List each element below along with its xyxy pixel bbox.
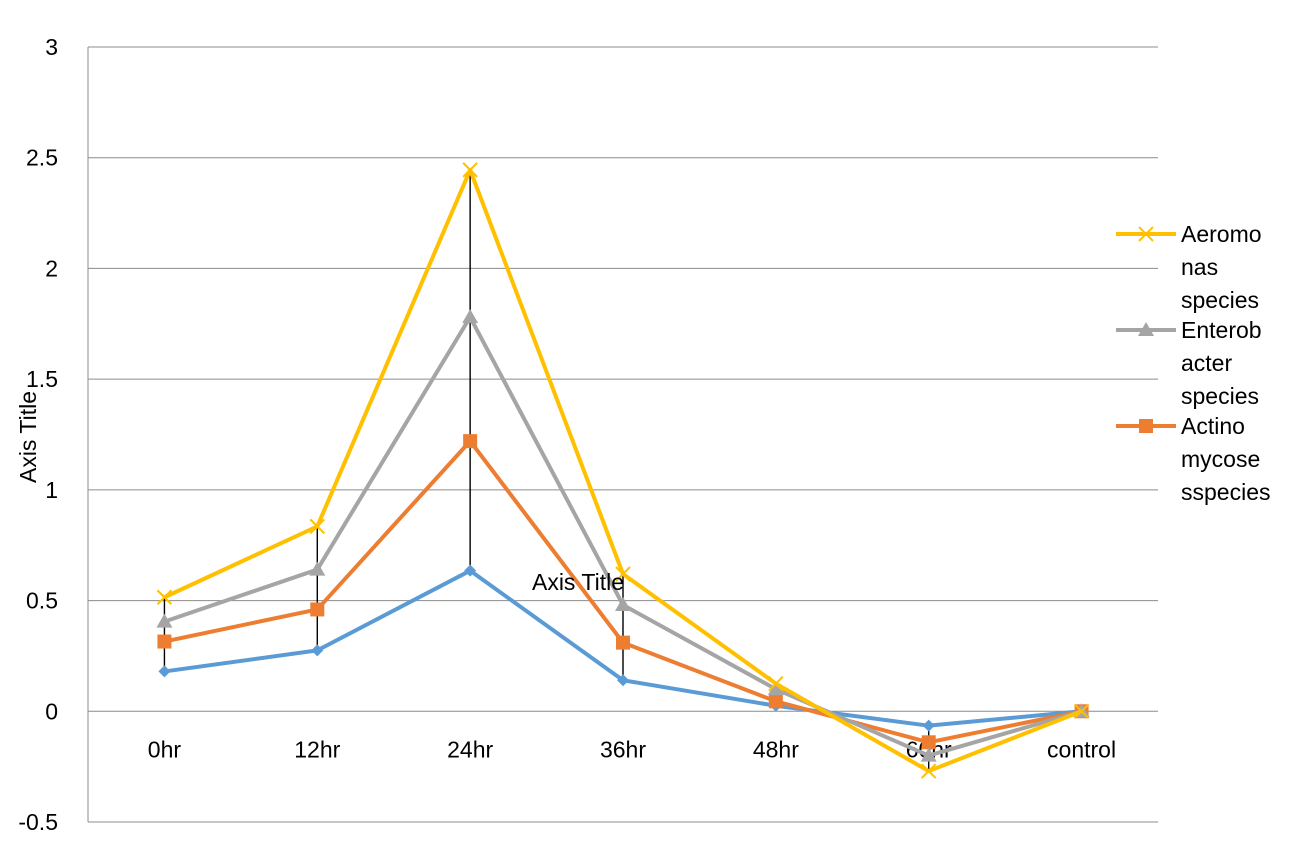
data-point: [921, 763, 937, 779]
legend-label: Aeromo: [1181, 221, 1262, 247]
series-3: [156, 162, 1090, 779]
data-point: [464, 564, 477, 577]
series-line: [163, 315, 1083, 758]
legend-entry: Enterob acter species: [1116, 317, 1262, 409]
x-tick-label: 24hr: [447, 736, 493, 762]
x-tick-label: 36hr: [600, 736, 646, 762]
data-point: [311, 644, 324, 657]
data-point: [1073, 703, 1090, 719]
error-bars: [163, 169, 930, 772]
y-tick-label: 0.5: [26, 588, 58, 614]
x-axis-ticks: 0hr12hr24hr36hr48hr60hrcontrol: [148, 736, 1116, 762]
data-point: [157, 634, 172, 649]
legend-entry: Aeromo nas species: [1116, 221, 1262, 313]
data-point: [617, 674, 629, 687]
y-tick-label: 3: [45, 34, 58, 60]
legend-label: Actino: [1181, 413, 1245, 439]
data-point: [309, 518, 325, 535]
y-tick-label: 1.5: [26, 366, 58, 392]
data-point: [921, 735, 936, 750]
x-axis-title: Axis Title: [532, 569, 624, 595]
x-tick-label: 48hr: [753, 736, 799, 762]
x-tick-label: 12hr: [294, 736, 340, 762]
legend-entry: Actino mycose sspecies: [1116, 413, 1270, 505]
data-point: [920, 747, 937, 762]
data-point: [767, 681, 784, 696]
data-point: [615, 597, 631, 611]
data-point: [1139, 419, 1153, 433]
legend-label: sspecies: [1181, 479, 1270, 505]
data-point: [310, 602, 325, 617]
data-point: [158, 665, 171, 678]
y-tick-label: 2.5: [26, 145, 58, 171]
y-tick-label: -0.5: [18, 809, 58, 835]
y-axis-ticks: -0.5 0 0.5 1 1.5 2 2.5 3: [18, 34, 58, 835]
data-point: [462, 162, 478, 178]
series-2: [156, 309, 1090, 762]
data-point: [1138, 322, 1154, 336]
legend-label: Enterob: [1181, 317, 1262, 343]
y-tick-label: 2: [45, 255, 58, 281]
data-point: [156, 589, 173, 605]
data-point: [1138, 226, 1154, 242]
data-point: [616, 635, 630, 650]
legend-label: species: [1181, 383, 1259, 409]
y-tick-label: 0: [45, 698, 58, 724]
data-point: [462, 309, 479, 324]
data-point: [768, 675, 784, 692]
series-lines: [156, 162, 1090, 779]
x-tick-label: control: [1047, 736, 1116, 762]
legend-label: nas: [1181, 254, 1218, 280]
data-point: [615, 566, 631, 582]
legend-label: acter: [1181, 350, 1232, 376]
gridlines: [87, 46, 1158, 823]
data-point: [463, 434, 478, 449]
data-point: [156, 613, 173, 628]
legend: Aeromo nas species Enterob acter species Actin…: [1116, 221, 1270, 505]
data-point: [768, 694, 783, 709]
data-point: [922, 719, 935, 732]
legend-label: mycose: [1181, 446, 1260, 472]
x-tick-label: 0hr: [148, 736, 182, 762]
legend-label: species: [1181, 287, 1259, 313]
y-tick-label: 1: [45, 477, 58, 503]
data-point: [309, 561, 326, 576]
y-axis-title: Axis Title: [15, 391, 41, 483]
